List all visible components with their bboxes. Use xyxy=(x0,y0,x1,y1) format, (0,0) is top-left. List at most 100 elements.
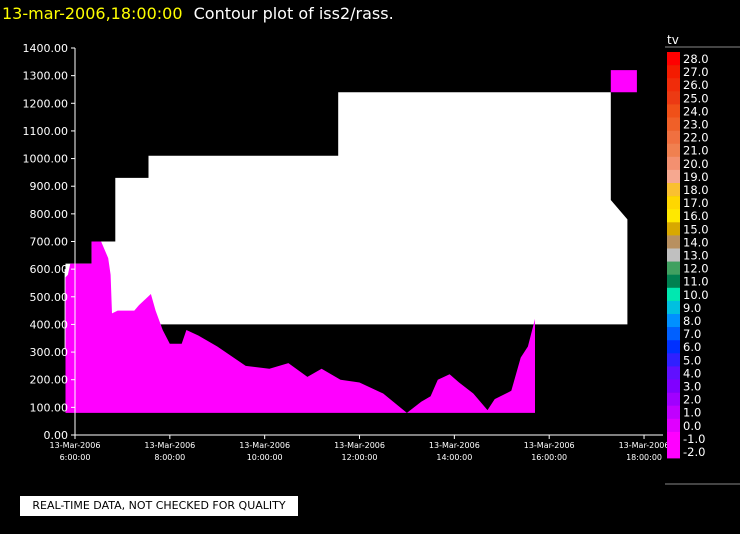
colorbar-swatch xyxy=(667,418,680,433)
colorbar-swatch xyxy=(667,235,680,249)
white-region xyxy=(65,92,628,325)
colorbar-swatch xyxy=(667,287,680,302)
colorbar-label: -2.0 xyxy=(683,445,705,459)
colorbar-label: 24.0 xyxy=(683,104,709,118)
colorbar-swatch xyxy=(667,405,680,420)
colorbar-label: 20.0 xyxy=(683,157,709,171)
y-tick-label: 1200.00 xyxy=(23,97,69,110)
colorbar-label: -1.0 xyxy=(683,432,705,446)
colorbar-label: 22.0 xyxy=(683,131,709,145)
chart-title: 13-mar-2006,18:00:00 Contour plot of iss… xyxy=(2,4,394,23)
colorbar-swatch xyxy=(667,353,680,367)
colorbar-label: 26.0 xyxy=(683,78,709,92)
colorbar-swatch xyxy=(667,104,680,118)
colorbar-label: 18.0 xyxy=(683,183,709,197)
colorbar-swatch xyxy=(667,366,680,380)
colorbar-label: 8.0 xyxy=(683,314,701,328)
y-tick-label: 400.00 xyxy=(30,318,69,331)
magenta-region xyxy=(65,241,535,413)
colorbar-label: 13.0 xyxy=(683,249,709,263)
x-tick-time: 16:00:00 xyxy=(531,453,567,462)
colorbar-swatch xyxy=(667,169,680,184)
colorbar-swatch xyxy=(667,117,680,131)
colorbar-label: 4.0 xyxy=(683,366,701,380)
y-tick-label: 1300.00 xyxy=(23,70,69,83)
x-tick-date: 13-Mar-2006 xyxy=(239,441,290,450)
x-tick-time: 6:00:00 xyxy=(60,453,91,462)
colorbar-label: 9.0 xyxy=(683,301,701,315)
colorbar-label: 21.0 xyxy=(683,144,709,158)
y-tick-label: 0.00 xyxy=(44,429,69,442)
colorbar-swatch xyxy=(667,392,680,406)
colorbar-swatch xyxy=(667,143,680,158)
colorbar-label: 12.0 xyxy=(683,262,709,276)
colorbar-swatch xyxy=(667,261,680,275)
colorbar-label: 25.0 xyxy=(683,91,709,105)
colorbar-label: 5.0 xyxy=(683,353,701,367)
title-timestamp: 13-mar-2006,18:00:00 xyxy=(2,4,183,23)
colorbar-swatch xyxy=(667,78,680,92)
x-tick-time: 18:00:00 xyxy=(626,453,662,462)
x-tick-date: 13-Mar-2006 xyxy=(524,441,575,450)
colorbar-label: 2.0 xyxy=(683,393,701,407)
colorbar-swatch xyxy=(667,431,680,446)
x-tick-date: 13-Mar-2006 xyxy=(334,441,385,450)
colorbar-swatch xyxy=(667,314,680,328)
title-text: Contour plot of iss2/rass. xyxy=(193,4,394,23)
y-tick-label: 100.00 xyxy=(30,401,69,414)
colorbar-swatch xyxy=(667,65,680,79)
quality-note: REAL-TIME DATA, NOT CHECKED FOR QUALITY xyxy=(20,496,298,516)
colorbar-label: 17.0 xyxy=(683,196,709,210)
x-tick-time: 12:00:00 xyxy=(342,453,378,462)
colorbar-swatch xyxy=(667,183,680,197)
colorbar-label: 11.0 xyxy=(683,275,709,289)
colorbar-label: 15.0 xyxy=(683,222,709,236)
x-tick-date: 13-Mar-2006 xyxy=(144,441,195,450)
y-tick-label: 1000.00 xyxy=(23,153,69,166)
y-tick-label: 200.00 xyxy=(30,374,69,387)
colorbar-swatch xyxy=(667,327,680,341)
colorbar-swatch xyxy=(667,130,680,144)
y-tick-label: 300.00 xyxy=(30,346,69,359)
colorbar-label: 10.0 xyxy=(683,288,709,302)
colorbar-swatch xyxy=(667,379,680,393)
y-tick-label: 1100.00 xyxy=(23,125,69,138)
colorbar-title: tv xyxy=(667,33,679,47)
colorbar-label: 23.0 xyxy=(683,118,709,132)
colorbar-label: 16.0 xyxy=(683,209,709,223)
colorbar-swatch xyxy=(667,196,680,210)
colorbar-swatch xyxy=(667,300,680,315)
y-tick-label: 800.00 xyxy=(30,208,69,221)
colorbar-swatch xyxy=(667,222,680,236)
y-tick-label: 500.00 xyxy=(30,291,69,304)
x-tick-time: 10:00:00 xyxy=(247,453,283,462)
x-tick-time: 8:00:00 xyxy=(154,453,185,462)
colorbar-swatch xyxy=(667,156,680,171)
colorbar-label: 28.0 xyxy=(683,52,709,66)
white-edge xyxy=(64,269,66,350)
colorbar-swatch xyxy=(667,445,680,459)
colorbar-label: 0.0 xyxy=(683,419,701,433)
y-tick-label: 700.00 xyxy=(30,236,69,249)
colorbar-swatch xyxy=(667,340,680,354)
colorbar-label: 14.0 xyxy=(683,235,709,249)
y-tick-label: 1400.00 xyxy=(23,42,69,55)
x-tick-date: 13-Mar-2006 xyxy=(619,441,670,450)
colorbar-label: 27.0 xyxy=(683,65,709,79)
y-tick-label: 900.00 xyxy=(30,180,69,193)
colorbar-swatch xyxy=(667,91,680,105)
x-tick-date: 13-Mar-2006 xyxy=(50,441,101,450)
colorbar-label: 1.0 xyxy=(683,406,701,420)
colorbar-label: 3.0 xyxy=(683,380,701,394)
y-tick-label: 600.00 xyxy=(30,263,69,276)
magenta-patch xyxy=(610,70,637,93)
colorbar-label: 6.0 xyxy=(683,340,701,354)
colorbar-label: 19.0 xyxy=(683,170,709,184)
colorbar-label: 7.0 xyxy=(683,327,701,341)
colorbar-swatch xyxy=(667,248,680,262)
colorbar-swatch xyxy=(667,52,680,66)
colorbar-swatch xyxy=(667,209,680,223)
colorbar-swatch xyxy=(667,274,680,289)
x-tick-date: 13-Mar-2006 xyxy=(429,441,480,450)
